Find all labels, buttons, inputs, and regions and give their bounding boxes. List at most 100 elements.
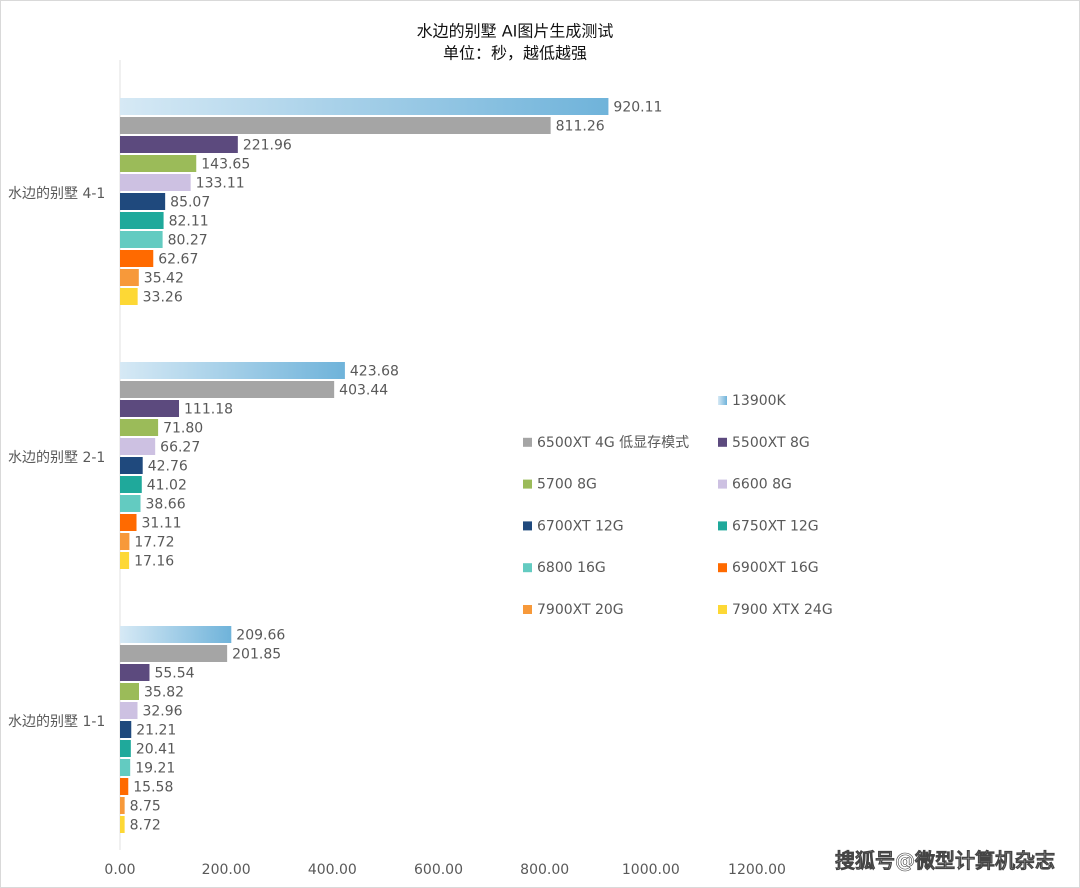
x-tick-label: 200.00	[202, 862, 251, 878]
legend-label: 6800 16G	[537, 560, 606, 576]
legend-label: 6500XT 4G 低显存模式	[537, 435, 689, 451]
bar	[120, 457, 143, 474]
value-label: 80.27	[168, 233, 208, 249]
value-label: 920.11	[613, 100, 662, 116]
value-label: 8.72	[130, 818, 161, 834]
value-label: 62.67	[158, 252, 198, 268]
x-tick-label: 1200.00	[728, 862, 786, 878]
value-label: 133.11	[196, 176, 245, 192]
legend-label: 6700XT 12G	[537, 518, 624, 534]
value-label: 42.76	[148, 459, 188, 475]
bar	[120, 778, 129, 795]
bar	[120, 721, 132, 738]
x-tick-label: 0.00	[104, 862, 135, 878]
y-tick-label: 水边的别墅 1-1	[8, 714, 105, 730]
value-label: 71.80	[163, 421, 203, 437]
legend-label: 6900XT 16G	[732, 560, 819, 576]
value-label: 17.72	[134, 535, 174, 551]
bar	[120, 98, 609, 115]
legend-label: 5700 8G	[537, 477, 597, 493]
bar	[120, 759, 131, 776]
bar	[120, 212, 164, 229]
bar	[120, 626, 232, 643]
bar	[120, 193, 166, 210]
bar	[120, 797, 125, 814]
bar	[120, 136, 238, 153]
legend-label: 5500XT 8G	[732, 435, 810, 451]
value-label: 66.27	[160, 440, 200, 456]
x-tick-label: 400.00	[308, 862, 357, 878]
value-label: 201.85	[232, 647, 281, 663]
legend-swatch	[523, 521, 532, 531]
bar	[120, 438, 156, 455]
legend-swatch	[718, 396, 727, 405]
value-label: 35.82	[144, 685, 184, 701]
bar	[120, 740, 131, 757]
value-label: 15.58	[133, 780, 173, 796]
bar	[120, 231, 163, 248]
bar	[120, 552, 130, 569]
bar	[120, 288, 138, 305]
legend-label: 13900K	[732, 393, 787, 409]
legend-swatch	[523, 563, 532, 573]
bar	[120, 683, 140, 700]
bar	[120, 495, 141, 512]
legend-label: 6600 8G	[732, 477, 792, 493]
bar	[120, 174, 191, 191]
value-label: 19.21	[135, 761, 175, 777]
value-label: 33.26	[143, 290, 183, 306]
bar	[120, 645, 228, 662]
legend-swatch	[718, 563, 727, 573]
bar	[120, 155, 197, 172]
bar	[120, 816, 125, 833]
x-tick-label: 600.00	[414, 862, 463, 878]
value-label: 20.41	[136, 742, 176, 758]
value-label: 209.66	[236, 628, 285, 644]
bar	[120, 117, 551, 134]
legend-label: 6750XT 12G	[732, 518, 819, 534]
legend-swatch	[718, 605, 727, 614]
value-label: 8.75	[130, 799, 161, 815]
legend-swatch	[718, 521, 727, 531]
value-label: 55.54	[154, 666, 194, 682]
value-label: 143.65	[201, 157, 250, 173]
value-label: 85.07	[170, 195, 210, 211]
bar	[120, 250, 154, 267]
x-tick-label: 800.00	[520, 862, 569, 878]
legend-swatch	[523, 479, 532, 489]
value-label: 32.96	[142, 704, 182, 720]
legend-swatch	[718, 437, 727, 447]
value-label: 21.21	[136, 723, 176, 739]
legend-swatch	[523, 437, 532, 447]
value-label: 221.96	[243, 138, 292, 154]
value-label: 35.42	[144, 271, 184, 287]
bar	[120, 702, 138, 719]
bar	[120, 533, 130, 550]
value-label: 403.44	[339, 383, 388, 399]
y-tick-label: 水边的别墅 4-1	[8, 186, 105, 202]
legend-label: 7900XT 20G	[537, 602, 624, 618]
y-tick-label: 水边的别墅 2-1	[8, 450, 105, 466]
bar	[120, 664, 150, 681]
value-label: 111.18	[184, 402, 233, 418]
bar	[120, 419, 159, 436]
value-label: 38.66	[146, 497, 186, 513]
value-label: 82.11	[169, 214, 209, 230]
value-label: 17.16	[134, 554, 174, 570]
value-label: 31.11	[142, 516, 182, 532]
bar	[120, 400, 180, 417]
watermark: 搜狐号@微型计算机杂志	[835, 849, 1055, 873]
bar	[120, 269, 139, 286]
legend-label: 7900 XTX 24G	[732, 602, 833, 618]
legend-swatch	[523, 605, 532, 614]
bar	[120, 362, 345, 379]
x-tick-label: 1000.00	[622, 862, 680, 878]
value-label: 41.02	[147, 478, 187, 494]
chart-title: 水边的别墅 AI图片生成测试	[417, 22, 614, 41]
bar	[120, 514, 137, 531]
bar	[120, 476, 142, 493]
chart-subtitle: 单位：秒，越低越强	[443, 44, 587, 63]
legend-swatch	[718, 479, 727, 489]
value-label: 811.26	[556, 119, 605, 135]
